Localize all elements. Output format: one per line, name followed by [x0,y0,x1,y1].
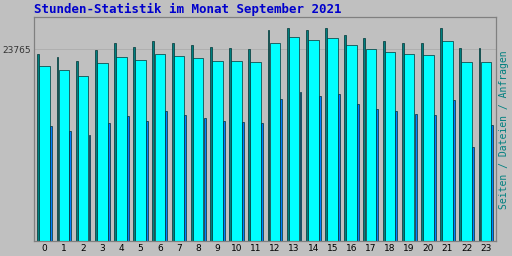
Bar [459,48,461,241]
Bar [191,45,193,241]
Bar [382,41,385,241]
Bar [421,43,423,241]
Bar [56,57,58,241]
Bar [385,52,395,241]
Bar [267,30,269,241]
Bar [127,116,129,241]
Bar [95,49,97,241]
Bar [70,131,71,241]
Bar [479,48,480,241]
Bar [344,35,346,241]
Bar [248,49,250,241]
Bar [50,126,52,241]
Bar [366,49,376,241]
Bar [472,147,474,241]
Bar [453,100,455,241]
Bar [193,58,203,241]
Bar [364,38,366,241]
Bar [270,43,280,241]
Bar [37,55,39,241]
Bar [434,115,436,241]
Bar [415,114,417,241]
Bar [319,96,321,241]
Bar [184,115,186,241]
Bar [155,54,165,241]
Bar [76,61,78,241]
Bar [114,43,116,241]
Bar [300,92,302,241]
Bar [174,56,184,241]
Bar [97,63,108,241]
Bar [327,38,338,241]
Bar [423,55,434,241]
Bar [461,62,472,241]
Bar [229,48,231,241]
Bar [325,28,327,241]
Bar [492,125,493,241]
Bar [306,30,308,241]
Bar [172,43,174,241]
Bar [231,61,242,241]
Bar [153,40,154,241]
Bar [338,93,340,241]
Bar [281,99,282,241]
Bar [135,60,146,241]
Bar [287,28,289,241]
Bar [133,47,135,241]
Bar [223,121,225,241]
Bar [308,40,318,241]
Bar [242,122,244,241]
Bar [78,76,89,241]
Bar [261,123,263,241]
Bar [165,112,167,241]
Bar [440,28,442,241]
Bar [481,62,491,241]
Text: Stunden-Statistik im Monat September 2021: Stunden-Statistik im Monat September 202… [34,3,342,16]
Bar [39,66,50,241]
Bar [108,123,110,241]
Bar [146,121,148,241]
Bar [402,43,403,241]
Bar [346,45,357,241]
Y-axis label: Seiten / Dateien / Anfragen: Seiten / Dateien / Anfragen [499,50,509,209]
Bar [210,47,212,241]
Bar [376,109,378,241]
Bar [404,54,414,241]
Bar [59,70,69,241]
Bar [204,118,205,241]
Bar [289,37,300,241]
Bar [212,61,223,241]
Bar [442,40,453,241]
Bar [250,62,261,241]
Bar [395,112,397,241]
Bar [116,57,127,241]
Bar [357,104,359,241]
Bar [89,135,91,241]
